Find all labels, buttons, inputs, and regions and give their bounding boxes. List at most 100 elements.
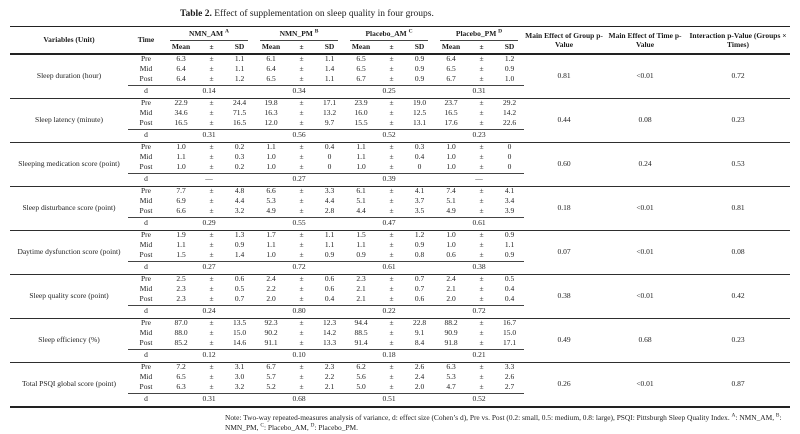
mean-value: 1.0 bbox=[446, 230, 456, 240]
mean-value: 0.6 bbox=[446, 250, 456, 260]
plus-minus-header: ± bbox=[209, 42, 214, 52]
plus-minus-sign: ± bbox=[209, 196, 214, 206]
plus-minus-sign: ± bbox=[299, 74, 304, 84]
plus-minus-sign: ± bbox=[389, 328, 394, 338]
plus-minus-sign: ± bbox=[299, 294, 304, 304]
plus-minus-sign: ± bbox=[479, 372, 484, 382]
sd-value: 15.0 bbox=[502, 328, 517, 338]
time-label: Pre bbox=[141, 318, 151, 328]
mean-value: 6.7 bbox=[266, 362, 276, 372]
plus-minus-sign: ± bbox=[479, 362, 484, 372]
group-header-placebo-pm: Placebo_PM D bbox=[434, 27, 524, 42]
d-value: 0.80 bbox=[254, 304, 345, 319]
plus-minus-sign: ± bbox=[479, 162, 484, 172]
time-label: Post bbox=[139, 206, 153, 216]
group-superscript: D bbox=[498, 28, 503, 35]
mean-value: 6.4 bbox=[176, 64, 186, 74]
plus-minus-sign: ± bbox=[389, 64, 394, 74]
mean-value: 0.9 bbox=[356, 250, 366, 260]
plus-minus-sign: ± bbox=[299, 64, 304, 74]
subheader-mean: Mean bbox=[171, 42, 191, 52]
time-label: Mid bbox=[139, 372, 153, 382]
sd-value: 2.7 bbox=[504, 382, 515, 392]
plus-minus-sign: ± bbox=[479, 98, 484, 108]
mean-value: 2.1 bbox=[356, 284, 366, 294]
sd-value: 0 bbox=[507, 152, 512, 162]
mean-value: 2.5 bbox=[176, 274, 186, 284]
variable-name: Total PSQI global score (point) bbox=[21, 378, 117, 388]
sd-value: 1.3 bbox=[234, 230, 245, 240]
plus-minus-sign: ± bbox=[479, 206, 484, 216]
mean-value: 1.1 bbox=[356, 142, 366, 152]
plus-minus-sign: ± bbox=[389, 196, 394, 206]
variable-block: Sleep disturbance score (point) Pre 7.7 ±4.… bbox=[10, 186, 791, 231]
plus-minus-sign: ± bbox=[299, 328, 304, 338]
sd-value: 24.4 bbox=[232, 98, 247, 108]
sd-value: 3.4 bbox=[504, 196, 515, 206]
plus-minus-header: ± bbox=[479, 42, 484, 52]
sd-value: 3.9 bbox=[504, 206, 515, 216]
mean-value: 4.9 bbox=[266, 206, 276, 216]
plus-minus-sign: ± bbox=[209, 240, 214, 250]
sd-value: 2.3 bbox=[324, 362, 335, 372]
mean-value: 1.9 bbox=[176, 230, 186, 240]
d-value: 0.31 bbox=[164, 392, 254, 407]
mean-value: 90.9 bbox=[444, 328, 458, 338]
subheader-sd: SD bbox=[234, 42, 245, 52]
time-label: Post bbox=[139, 382, 153, 392]
d-value: 0.55 bbox=[254, 216, 345, 231]
plus-minus-sign: ± bbox=[299, 196, 304, 206]
plus-minus-sign: ± bbox=[479, 118, 484, 128]
sd-value: 0.7 bbox=[234, 294, 245, 304]
time-label: Pre bbox=[141, 274, 151, 284]
plus-minus-sign: ± bbox=[299, 54, 304, 64]
time-label: Post bbox=[139, 250, 153, 260]
sd-value: 14.2 bbox=[322, 328, 337, 338]
d-value: 0.24 bbox=[164, 304, 254, 319]
sd-value: 4.8 bbox=[234, 186, 245, 196]
plus-minus-sign: ± bbox=[479, 382, 484, 392]
plus-minus-sign: ± bbox=[209, 64, 214, 74]
sd-value: 1.2 bbox=[504, 54, 515, 64]
sd-value: 0.4 bbox=[504, 284, 515, 294]
mean-value: 6.5 bbox=[356, 64, 366, 74]
mean-value: 91.4 bbox=[354, 338, 368, 348]
p-value-group: 0.44 bbox=[557, 114, 571, 124]
d-label: d bbox=[128, 128, 164, 143]
mean-value: 7.4 bbox=[446, 186, 456, 196]
d-value: 0.51 bbox=[344, 392, 435, 407]
variable-name: Sleeping medication score (point) bbox=[18, 158, 120, 168]
mean-value: 6.4 bbox=[266, 64, 276, 74]
mean-value: 5.6 bbox=[356, 372, 366, 382]
mean-value: 2.4 bbox=[266, 274, 276, 284]
plus-minus-sign: ± bbox=[209, 328, 214, 338]
mean-value: 6.5 bbox=[446, 64, 456, 74]
p-value-time: 0.68 bbox=[638, 334, 652, 344]
sd-value: 0 bbox=[507, 142, 512, 152]
mean-value: 6.3 bbox=[176, 382, 186, 392]
mean-value: 1.1 bbox=[176, 152, 186, 162]
mean-value: 2.3 bbox=[176, 284, 186, 294]
d-value: 0.25 bbox=[344, 84, 435, 99]
plus-minus-sign: ± bbox=[389, 230, 394, 240]
plus-minus-sign: ± bbox=[389, 162, 394, 172]
plus-minus-sign: ± bbox=[299, 162, 304, 172]
sd-value: 8.4 bbox=[414, 338, 425, 348]
d-value: 0.18 bbox=[344, 348, 435, 363]
d-value: 0.47 bbox=[344, 216, 435, 231]
mean-value: 19.8 bbox=[264, 98, 278, 108]
plus-minus-sign: ± bbox=[389, 250, 394, 260]
time-label: Pre bbox=[141, 362, 151, 372]
time-label: Mid bbox=[139, 284, 153, 294]
variable-block: Daytime dysfunction score (point) Pre 1.9 ±… bbox=[10, 230, 791, 275]
sd-value: 1.2 bbox=[414, 230, 425, 240]
sd-value: 4.4 bbox=[324, 196, 335, 206]
d-value: 0.61 bbox=[434, 216, 525, 231]
variable-name: Sleep quality score (point) bbox=[29, 290, 109, 300]
sd-value: 1.1 bbox=[324, 74, 335, 84]
mean-value: 2.1 bbox=[446, 284, 456, 294]
plus-minus-sign: ± bbox=[299, 186, 304, 196]
plus-minus-sign: ± bbox=[479, 142, 484, 152]
plus-minus-sign: ± bbox=[209, 186, 214, 196]
results-table: Variables (Unit) Time NMN_AM A NMN_PM B … bbox=[10, 26, 791, 408]
